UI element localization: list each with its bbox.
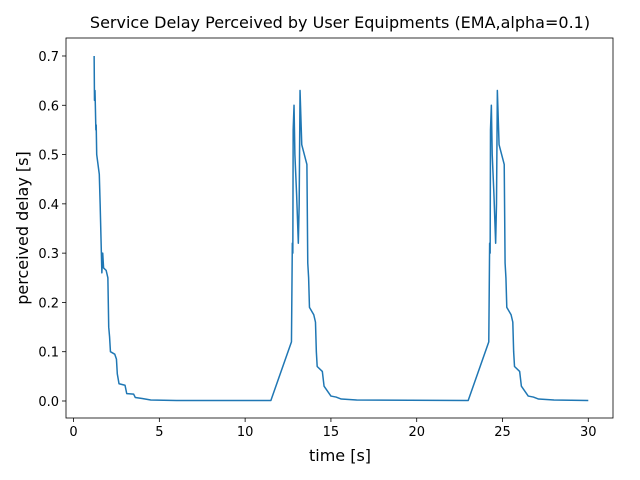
y-tick-label: 0.7 — [38, 50, 59, 65]
y-tick-label: 0.1 — [38, 346, 59, 361]
x-tick-label: 30 — [580, 425, 597, 440]
x-tick-label: 5 — [155, 425, 163, 440]
x-tick-label: 15 — [323, 425, 340, 440]
y-tick-label: 0.5 — [38, 149, 59, 164]
x-tick-label: 25 — [494, 425, 511, 440]
chart-title: Service Delay Perceived by User Equipmen… — [90, 13, 590, 32]
y-tick-label: 0.3 — [38, 247, 59, 262]
y-tick-label: 0.0 — [38, 395, 59, 410]
data-line — [93, 55, 589, 402]
plot-frame — [65, 37, 614, 419]
x-tick-label: 20 — [408, 425, 425, 440]
x-axis-label: time [s] — [309, 446, 371, 465]
y-tick-label: 0.2 — [38, 296, 59, 311]
y-axis-label: perceived delay [s] — [13, 151, 32, 305]
y-tick-label: 0.4 — [38, 198, 59, 213]
y-tick-label: 0.6 — [38, 99, 59, 114]
x-tick-label: 0 — [69, 425, 77, 440]
x-tick-label: 10 — [237, 425, 254, 440]
